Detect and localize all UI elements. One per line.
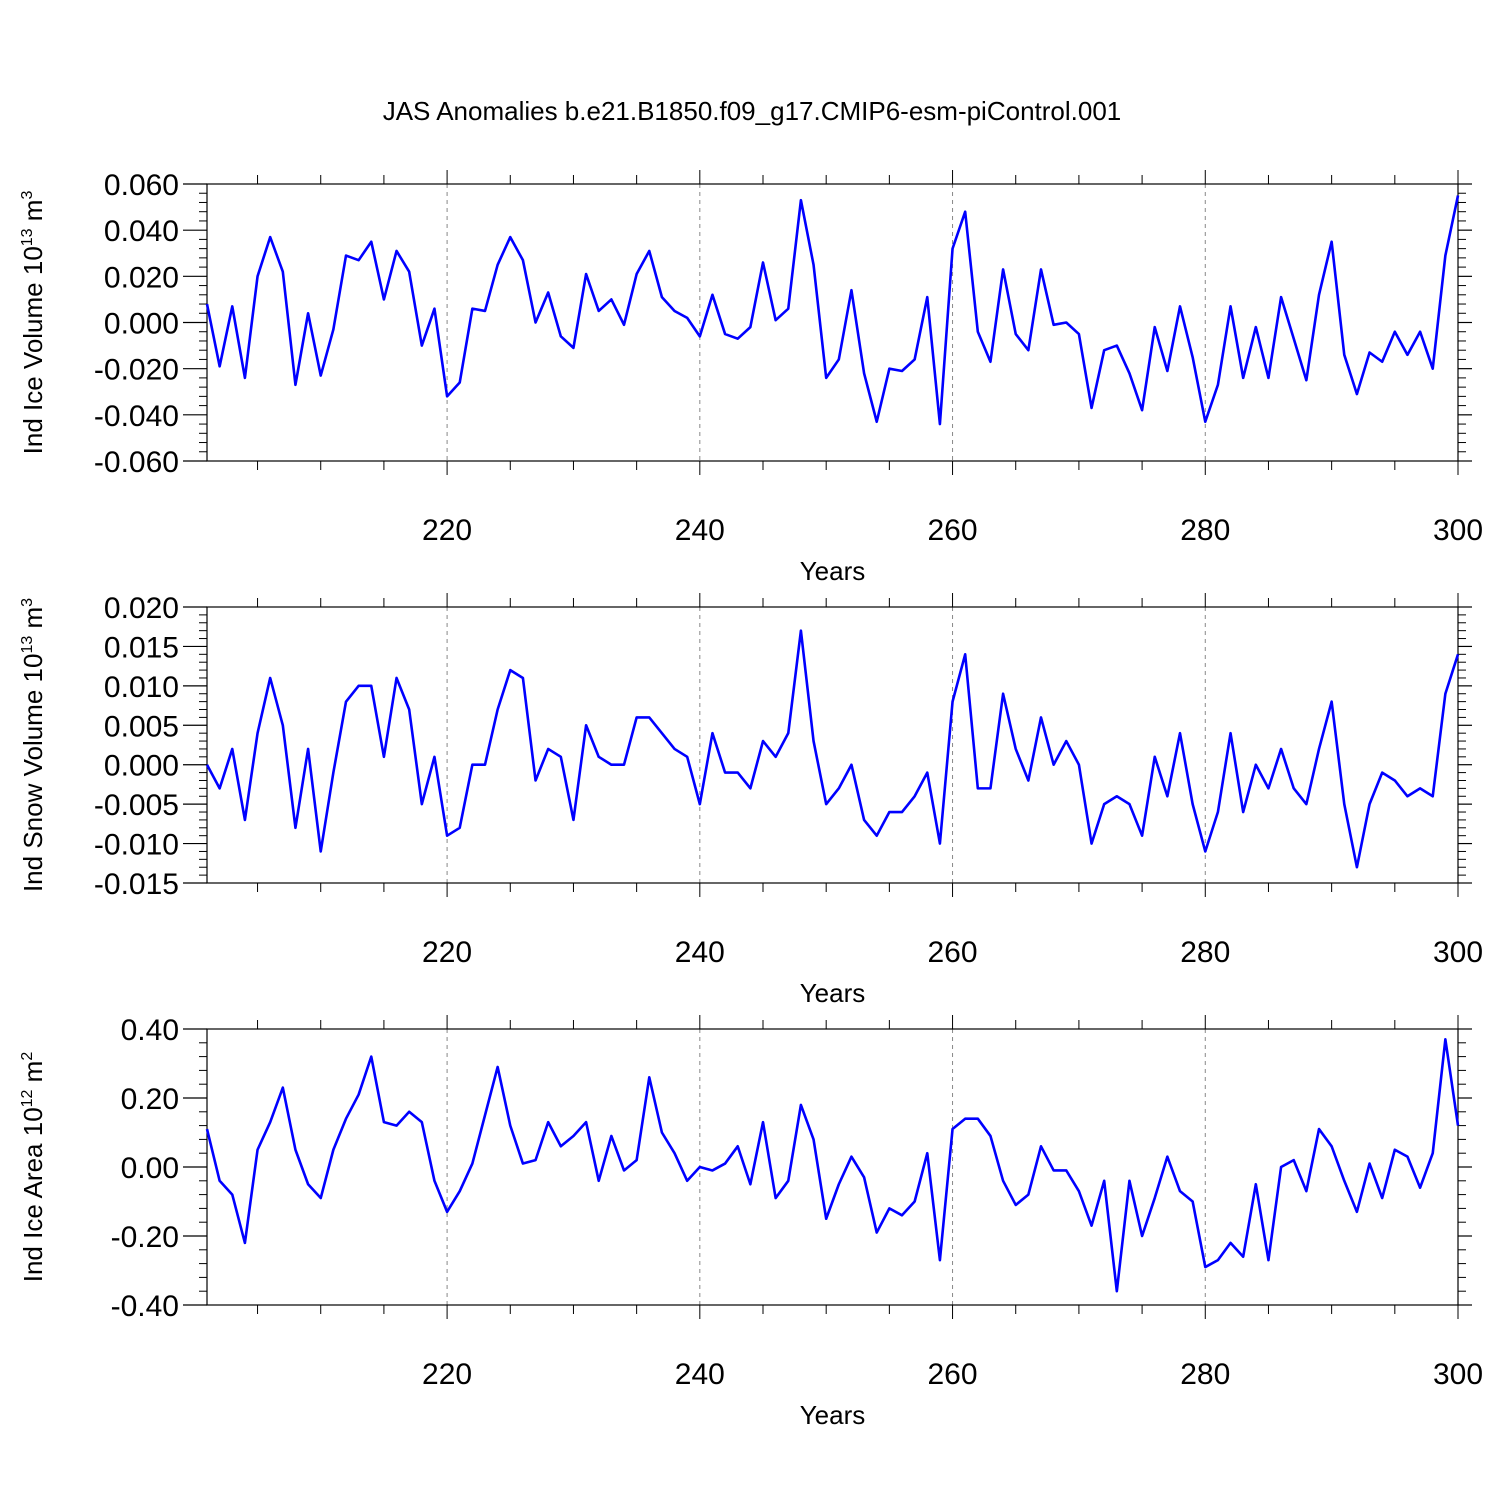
x-axis-label: Years [800,978,866,1008]
series-line [205,1038,1460,1293]
y-axis-label-text: m [18,200,48,229]
y-tick-label: 0.020 [104,592,179,625]
y-tick-label: 0.060 [104,169,179,202]
y-tick-label: -0.40 [111,1290,179,1323]
y-tick-label: 0.015 [104,631,179,664]
x-tick-label: 300 [1433,936,1483,969]
y-tick-label: 0.000 [104,750,179,783]
series-line [205,195,1460,426]
y-axis-label-text: Ind Snow Volume 10 [18,654,48,893]
x-tick-label: 240 [675,936,725,969]
panel-1: 0.060 0.040 0.020 0.000 -0.020 -0.040 -0.060 22… [18,169,1483,586]
y-tick-label: 0.020 [104,261,179,294]
x-tick-label: 220 [422,514,472,547]
panel-2: 0.020 0.015 0.010 0.005 0.000 -0.005 -0.010 -0.… [18,592,1483,1008]
x-tick-label: 280 [1180,514,1230,547]
y-tick-label: 0.40 [121,1014,179,1047]
plot-frame [206,606,1459,884]
x-tick-label: 280 [1180,1358,1230,1391]
y-axis-label-superscript: 2 [19,1052,36,1061]
y-tick-label: 0.010 [104,671,179,704]
y-axis-label-superscript: 13 [19,636,36,654]
panel-3: 0.40 0.20 0.00 -0.20 -0.40 220 240 260 280 300 Yea… [18,1014,1483,1430]
y-axis-label-superscript: 13 [19,228,36,246]
series-line [205,629,1460,869]
y-axis-label: Ind Ice Volume 1013 m3 [18,191,48,455]
y-tick-label: -0.010 [94,829,179,862]
x-tick-label: 260 [928,514,978,547]
y-tick-label: -0.20 [111,1221,179,1254]
x-tick-label: 260 [928,936,978,969]
x-tick-label: 240 [675,1358,725,1391]
x-tick-label: 220 [422,1358,472,1391]
x-tick-label: 280 [1180,936,1230,969]
y-axis-label: Ind Ice Area 1012 m2 [18,1052,48,1283]
y-axis-label-superscript: 3 [19,191,36,200]
y-axis-label-text: m [18,607,48,636]
panels: 0.0600.0400.0200.000-0.020-0.040-0.06022… [18,169,1483,1430]
y-tick-label: -0.020 [94,354,179,387]
y-axis-label: Ind Snow Volume 1013 m3 [18,598,48,892]
x-tick-label: 260 [928,1358,978,1391]
y-axis-label-text: Ind Ice Area 10 [18,1107,48,1282]
x-tick-label: 240 [675,514,725,547]
y-tick-label: -0.040 [94,400,179,433]
y-tick-label: -0.005 [94,789,179,822]
plot-frame [206,183,1459,462]
y-tick-label: -0.015 [94,868,179,901]
y-tick-label: 0.00 [121,1152,179,1185]
y-tick-label: 0.20 [121,1083,179,1116]
y-tick-label: 0.005 [104,710,179,743]
x-axis-label: Years [800,556,866,586]
y-axis-label-text: m [18,1061,48,1090]
y-axis-label-text: Ind Ice Volume 10 [18,246,48,454]
x-tick-label: 220 [422,936,472,969]
x-axis-label: Years [800,1400,866,1430]
y-axis-label-superscript: 3 [19,598,36,607]
y-tick-label: 0.000 [104,308,179,341]
x-tick-label: 300 [1433,1358,1483,1391]
x-tick-label: 300 [1433,514,1483,547]
y-tick-label: 0.040 [104,215,179,248]
plot-frame [206,1028,1459,1306]
chart-title: JAS Anomalies b.e21.B1850.f09_g17.CMIP6-… [383,96,1122,126]
y-tick-label: -0.060 [94,446,179,479]
y-axis-label-superscript: 12 [19,1089,36,1107]
